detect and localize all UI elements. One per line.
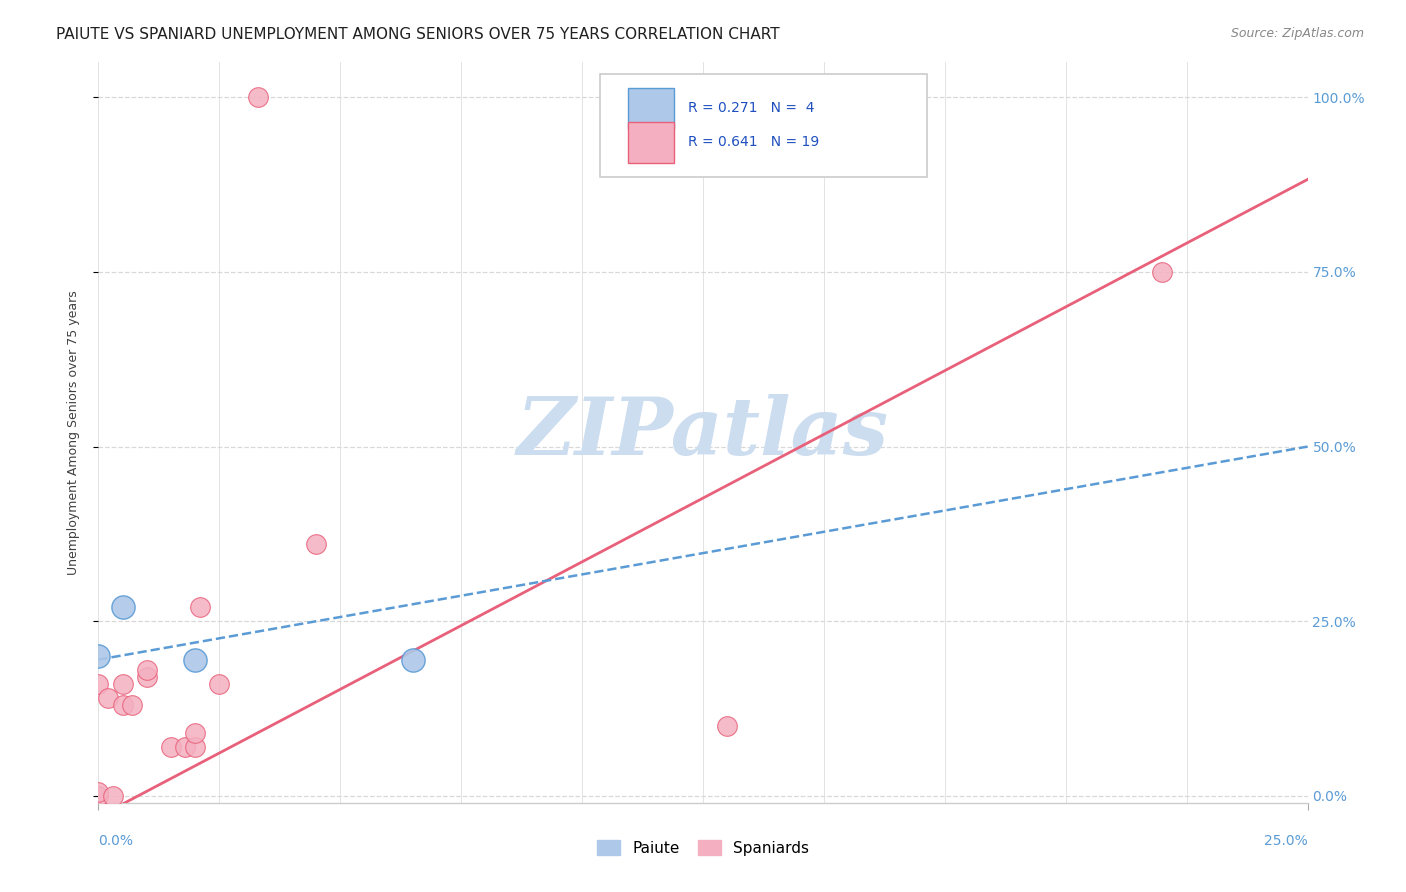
Point (160, 739, 183, 754)
Point (174, 739, 197, 754)
Point (111, 677, 134, 691)
Point (87, 677, 110, 691)
Point (305, 537, 328, 551)
Point (208, 677, 231, 691)
Y-axis label: Unemployment Among Seniors over 75 years: Unemployment Among Seniors over 75 years (67, 290, 80, 575)
Text: R = 0.271   N =  4: R = 0.271 N = 4 (689, 102, 815, 115)
Point (184, 739, 207, 754)
Point (184, 652, 207, 666)
Point (121, 698, 143, 712)
Point (402, 652, 425, 666)
Text: 25.0%: 25.0% (1264, 834, 1308, 848)
Point (87, 789, 110, 803)
Point (716, 719, 738, 733)
Text: ZIPatlas: ZIPatlas (517, 394, 889, 471)
Text: R = 0.641   N = 19: R = 0.641 N = 19 (689, 136, 820, 149)
FancyBboxPatch shape (600, 73, 927, 178)
Point (97, 691, 120, 706)
Point (135, 670, 157, 684)
Point (101, 789, 124, 803)
FancyBboxPatch shape (628, 88, 673, 128)
Point (87, 785, 110, 799)
Point (87, 649, 110, 664)
Text: 0.0%: 0.0% (98, 834, 134, 848)
Point (135, 663, 157, 677)
Point (111, 600, 134, 615)
Point (184, 726, 207, 740)
Text: PAIUTE VS SPANIARD UNEMPLOYMENT AMONG SENIORS OVER 75 YEARS CORRELATION CHART: PAIUTE VS SPANIARD UNEMPLOYMENT AMONG SE… (56, 27, 780, 42)
Point (1152, 265, 1174, 279)
Point (247, 90, 270, 104)
Point (111, 698, 134, 712)
FancyBboxPatch shape (628, 122, 673, 162)
Legend: Paiute, Spaniards: Paiute, Spaniards (591, 834, 815, 862)
Point (188, 600, 211, 615)
Text: Source: ZipAtlas.com: Source: ZipAtlas.com (1230, 27, 1364, 40)
